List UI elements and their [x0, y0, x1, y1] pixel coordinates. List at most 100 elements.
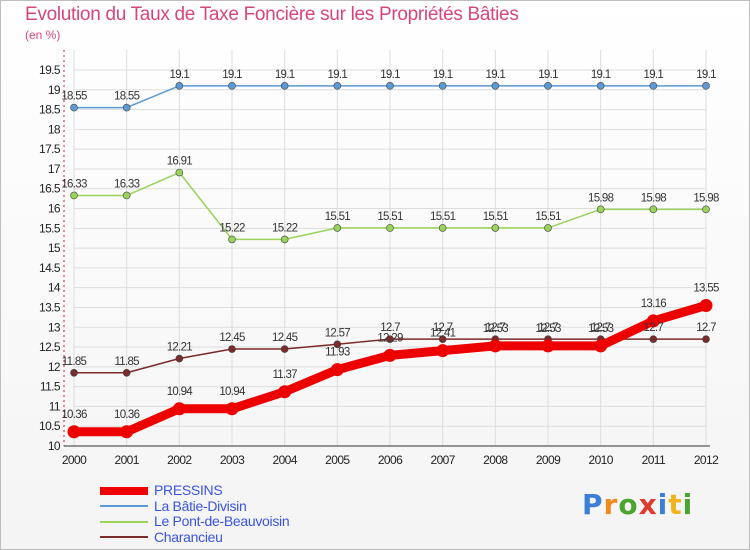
data-label: 12.41 [430, 328, 456, 340]
data-label: 11.93 [325, 347, 350, 359]
data-point [175, 168, 184, 177]
data-label: 11.85 [62, 356, 87, 368]
y-tick-label: 12 [48, 360, 61, 374]
x-tick-label: 2007 [431, 453, 456, 467]
x-tick-label: 2011 [642, 453, 666, 467]
y-tick-label: 10.5 [39, 419, 61, 433]
brand-letter: P [582, 488, 604, 521]
data-label: 12.29 [377, 332, 403, 344]
data-label: 19.1 [380, 69, 400, 81]
chart-title: Evolution du Taux de Taxe Foncière sur l… [25, 4, 519, 25]
legend-swatch [100, 505, 148, 508]
data-point [225, 402, 239, 416]
y-tick-label: 19.5 [39, 63, 61, 77]
legend-label: Le Pont-de-Beauvoisin [154, 513, 290, 530]
data-point [228, 82, 236, 90]
y-tick-label: 16.5 [39, 182, 61, 196]
data-label: 15.51 [483, 211, 509, 223]
data-point [172, 402, 186, 416]
data-point [702, 205, 710, 214]
y-tick-label: 14.5 [39, 261, 61, 275]
y-tick-label: 12.5 [39, 340, 61, 354]
data-point [386, 82, 394, 90]
data-label: 12.7 [644, 322, 664, 334]
y-tick-label: 16 [48, 202, 61, 216]
data-point [70, 103, 78, 112]
data-label: 12.21 [167, 342, 193, 354]
data-label: 19.1 [538, 69, 558, 81]
legend-item: La Bâtie-Divisin [100, 497, 289, 515]
data-point [596, 82, 605, 90]
data-point [175, 82, 184, 90]
data-point [438, 82, 447, 90]
brand-logo: Proxiti [582, 488, 693, 521]
line-chart: 1010.51111.51212.51313.51414.51515.51616… [39, 50, 720, 467]
brand-letter: r [603, 488, 619, 521]
data-label: 19.1 [433, 69, 453, 81]
data-point [122, 103, 131, 112]
legend-item: PRESSINS [100, 483, 289, 499]
y-tick-label: 18 [48, 122, 61, 136]
x-tick-label: 2003 [220, 453, 245, 467]
y-tick-label: 13 [48, 320, 61, 334]
data-label: 15.98 [693, 192, 719, 204]
y-tick-label: 15.5 [39, 221, 61, 235]
legend-label: PRESSINS [154, 482, 223, 499]
data-point [383, 348, 397, 362]
data-point [70, 191, 78, 200]
data-label: 12.7 [433, 322, 453, 334]
data-label: 10.94 [167, 386, 194, 398]
x-tick-label: 2005 [325, 453, 350, 467]
data-label: 16.33 [61, 178, 87, 190]
data-point [280, 82, 289, 90]
data-label: 19.1 [486, 69, 506, 81]
data-label: 19.1 [222, 69, 242, 81]
data-point [122, 191, 131, 200]
brand-letter: x [638, 488, 658, 521]
data-point [438, 335, 447, 343]
x-tick-label: 2009 [536, 453, 561, 467]
data-label: 15.22 [272, 222, 298, 234]
legend-label: La Bâtie-Divisin [154, 497, 247, 514]
legend-swatch [100, 520, 148, 523]
y-tick-label: 14 [48, 281, 61, 295]
data-label: 15.98 [588, 192, 614, 204]
data-label: 12.7 [591, 322, 611, 334]
data-label: 19.1 [591, 69, 611, 81]
data-point [649, 335, 658, 343]
data-point [436, 344, 450, 358]
data-label: 15.22 [219, 222, 245, 234]
data-point [122, 368, 131, 377]
data-label: 12.7 [538, 322, 558, 334]
brand-letter: i [682, 488, 694, 521]
data-label: 16.91 [167, 156, 193, 168]
data-label: 19.1 [275, 69, 295, 81]
data-label: 12.53 [588, 323, 614, 335]
x-tick-label: 2010 [589, 453, 614, 467]
data-label: 12.7 [380, 322, 400, 334]
data-point [228, 235, 236, 244]
data-point [333, 82, 342, 90]
data-label: 12.45 [219, 332, 245, 344]
data-point [649, 205, 658, 214]
data-point [228, 345, 236, 353]
data-label: 13.16 [641, 298, 667, 310]
data-point [438, 224, 447, 232]
data-label: 12.53 [535, 323, 561, 335]
data-point [544, 82, 552, 90]
legend-swatch [100, 486, 148, 495]
x-tick-label: 2012 [694, 453, 719, 467]
data-point [330, 363, 344, 377]
data-label: 12.7 [486, 322, 506, 334]
data-point [596, 205, 605, 214]
data-label: 16.33 [114, 178, 140, 190]
legend-swatch [100, 536, 148, 539]
data-point [646, 314, 660, 328]
data-point [702, 82, 710, 90]
data-label: 11.85 [114, 356, 139, 368]
data-label: 12.45 [272, 332, 298, 344]
brand-letter: i [657, 488, 669, 521]
x-tick-label: 2000 [62, 453, 87, 467]
data-label: 12.7 [696, 322, 716, 334]
